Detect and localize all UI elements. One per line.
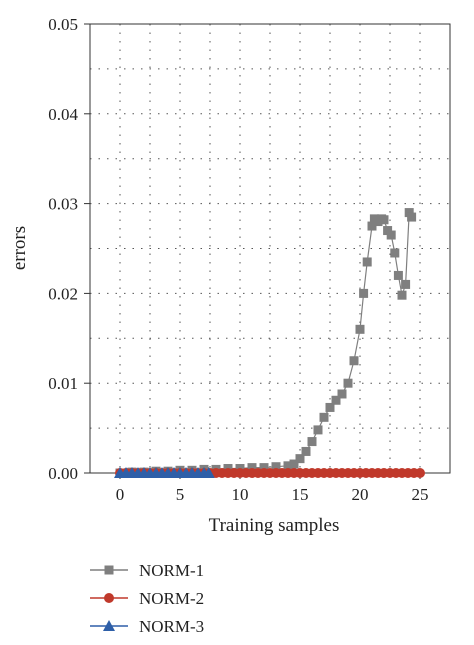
data-point [331,395,341,405]
grid-lines [90,24,450,473]
x-tick-label: 15 [292,485,309,504]
x-axis-label: Training samples [209,515,340,536]
x-tick-label: 20 [352,485,369,504]
legend-label: NORM-1 [139,561,204,580]
data-point [247,463,257,473]
data-point [337,389,347,399]
x-tick-label: 25 [412,485,429,504]
axis-ticks: 0 5 10 15 20 25 0.00 0.01 0.02 0.03 0.04 0.05 [48,15,428,504]
data-point [259,463,269,473]
data-point [301,446,311,456]
legend-marker [104,565,114,575]
data-point [313,425,323,435]
data-point [401,279,411,289]
data-point [343,378,353,388]
data-point [355,324,365,334]
y-axis-label: errors [9,226,30,270]
data-point [379,215,389,225]
y-tick-label: 0.04 [48,105,78,124]
data-point [271,462,281,472]
legend-marker [104,593,114,603]
y-tick-label: 0.02 [48,284,78,303]
data-point [393,270,403,280]
data-point [325,402,335,412]
data-point [289,459,299,469]
data-point [407,212,417,222]
data-point [415,468,425,478]
data-point [319,412,329,422]
legend-label: NORM-3 [139,617,204,636]
series-norm-3 [114,467,215,478]
data-point [397,290,407,300]
y-tick-label: 0.01 [48,374,78,393]
data-point [367,221,377,231]
y-tick-label: 0.00 [48,464,78,483]
series-layer [114,208,425,478]
data-point [307,437,317,447]
data-point [390,248,400,258]
legend-label: NORM-2 [139,589,204,608]
data-point [202,467,215,478]
data-point [359,288,369,298]
data-point [386,230,396,240]
legend-item-norm-2: NORM-2 [90,589,204,608]
y-tick-label: 0.05 [48,15,78,34]
legend-item-norm-1: NORM-1 [90,561,204,580]
x-tick-label: 10 [232,485,249,504]
data-point [362,257,372,267]
y-tick-label: 0.03 [48,195,78,214]
x-tick-label: 0 [116,485,125,504]
data-point [283,461,293,471]
data-point [295,454,305,464]
legend-marker [103,620,115,631]
x-tick-label: 5 [176,485,185,504]
data-point [349,356,359,366]
legend: NORM-1 NORM-2 NORM-3 [90,561,204,636]
legend-item-norm-3: NORM-3 [90,617,204,636]
